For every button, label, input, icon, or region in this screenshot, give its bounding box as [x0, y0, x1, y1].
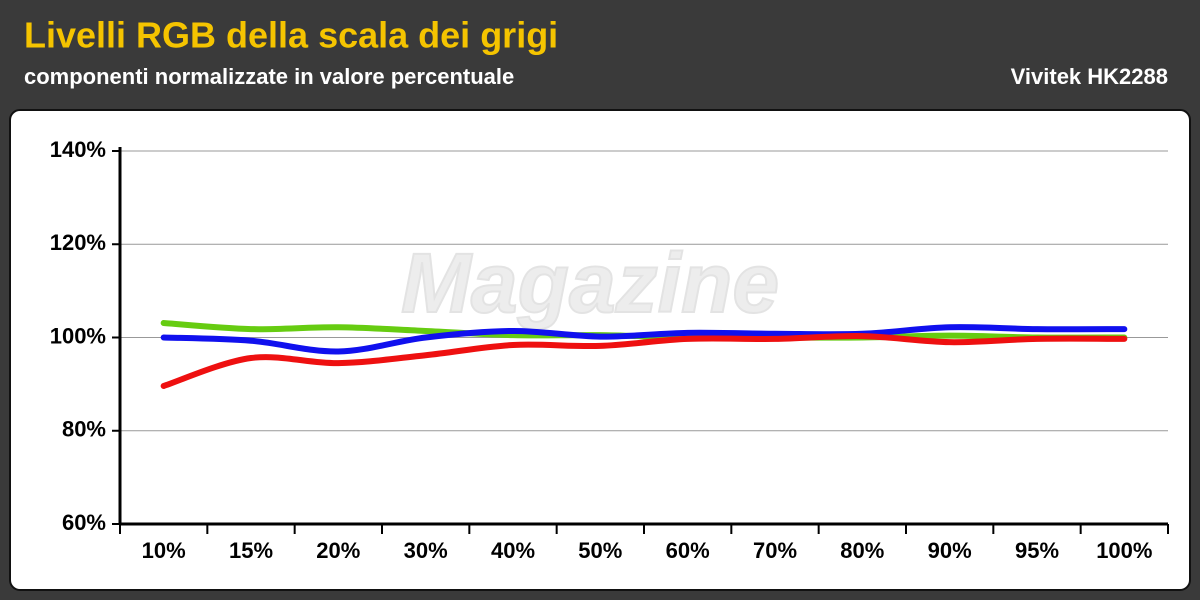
x-tick-label: 10%	[142, 538, 186, 563]
x-tick-label: 50%	[578, 538, 622, 563]
x-tick-label: 40%	[491, 538, 535, 563]
series-line	[160, 333, 1128, 389]
x-tick-label: 60%	[666, 538, 710, 563]
y-tick-label: 60%	[62, 510, 106, 535]
device-label: Vivitek HK2288	[1011, 64, 1168, 89]
x-tick-label: 15%	[229, 538, 273, 563]
x-tick-label: 30%	[404, 538, 448, 563]
x-tick-label: 90%	[928, 538, 972, 563]
y-tick-label: 80%	[62, 417, 106, 442]
watermark: Magazine	[401, 236, 779, 330]
series-line	[160, 324, 1128, 355]
x-tick-label: 70%	[753, 538, 797, 563]
plot-panel	[9, 109, 1191, 591]
x-tick-label: 100%	[1096, 538, 1152, 563]
chart-subtitle: componenti normalizzate in valore percen…	[24, 64, 514, 89]
x-tick-label: 20%	[316, 538, 360, 563]
x-tick-label: 80%	[840, 538, 884, 563]
y-tick-label: 120%	[50, 230, 106, 255]
y-tick-label: 100%	[50, 323, 106, 348]
x-tick-label: 95%	[1015, 538, 1059, 563]
y-tick-label: 140%	[50, 137, 106, 162]
chart-title: Livelli RGB della scala dei grigi	[24, 15, 558, 56]
